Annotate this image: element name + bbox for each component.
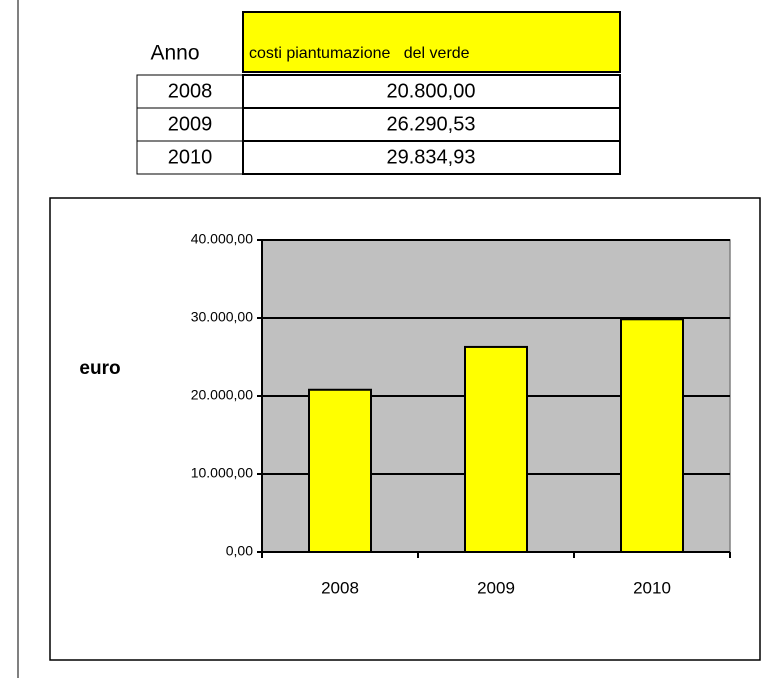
table-rows: 2008 20.800,00 2009 26.290,53 2010 29.834,93: [136, 74, 621, 175]
bar: [464, 345, 528, 553]
y-tick-label: 0,00: [226, 543, 253, 559]
y-axis-label: euro: [79, 358, 120, 379]
x-tick-label: 2008: [321, 578, 359, 597]
cost: 26.290,53: [387, 113, 476, 135]
year: 2008: [168, 80, 213, 102]
header-cost: costi piantumazione del verde: [249, 45, 470, 62]
bar: [308, 388, 372, 554]
x-tick-label: 2009: [477, 578, 515, 597]
y-tick-label: 20.000,00: [191, 387, 253, 403]
year: 2010: [168, 146, 213, 168]
cost: 20.800,00: [387, 80, 476, 102]
cost-cell: [242, 140, 621, 175]
year: 2009: [168, 113, 213, 135]
y-tick-label: 40.000,00: [191, 231, 253, 247]
bar: [620, 318, 684, 553]
y-tick-label: 30.000,00: [191, 309, 253, 325]
chart: 0,00 10.000,00 20.000,00 30.000,00 40.000,00…: [191, 231, 731, 597]
header-anno: Anno: [150, 42, 199, 65]
cost: 29.834,93: [387, 146, 476, 168]
header-cell: [242, 11, 621, 73]
y-tick-label: 10.000,00: [191, 465, 253, 481]
x-tick-label: 2010: [633, 578, 671, 597]
